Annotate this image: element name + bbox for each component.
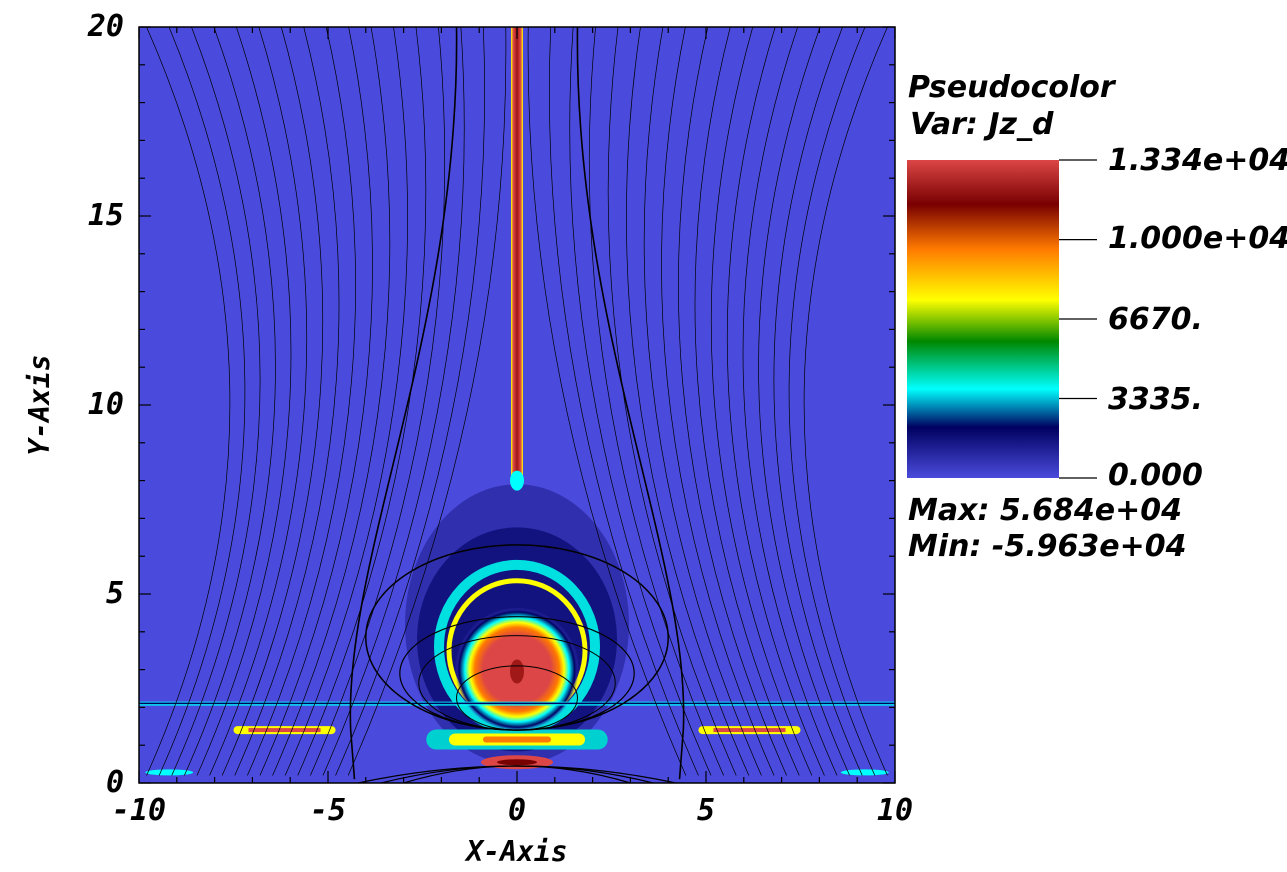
x-tick-label: 10 xyxy=(876,793,914,828)
legend-min: Min: -5.963e+04 xyxy=(908,529,1187,564)
separatrix-line xyxy=(349,27,458,780)
y-tick-label: 15 xyxy=(87,198,124,233)
open-field-line xyxy=(297,27,427,776)
edge-footpoint xyxy=(840,769,889,776)
open-field-line xyxy=(803,27,888,776)
open-field-line xyxy=(209,27,308,776)
open-field-line xyxy=(773,27,863,776)
base-band-orange xyxy=(482,736,552,743)
x-tick-label: 5 xyxy=(696,793,716,828)
open-field-line xyxy=(742,27,838,776)
open-field-line xyxy=(788,27,876,776)
y-tick-label: 5 xyxy=(105,576,124,611)
open-field-line xyxy=(694,27,800,776)
open-field-line xyxy=(247,27,356,776)
open-field-line xyxy=(259,27,373,776)
closed-field-loop xyxy=(456,665,578,731)
open-field-line xyxy=(322,27,465,776)
open-field-line xyxy=(607,27,737,776)
open-field-line xyxy=(661,27,775,776)
open-field-line xyxy=(726,27,825,776)
legend-title: Pseudocolor xyxy=(908,70,1115,105)
y-tick-label: 10 xyxy=(87,387,124,422)
legend-tick-2: 1.000e+04 xyxy=(1108,221,1287,256)
legend-tick-5: 0.000 xyxy=(1108,458,1203,493)
open-field-line xyxy=(335,27,485,776)
open-field-line xyxy=(626,27,750,776)
open-field-line xyxy=(196,27,292,776)
y-axis-title: Y-Axis xyxy=(23,354,56,456)
open-field-line xyxy=(284,27,408,776)
legend-tick-4: 3335. xyxy=(1108,382,1203,417)
open-field-line xyxy=(221,27,324,776)
arcade-loop xyxy=(403,765,631,783)
x-tick-label: -10 xyxy=(111,793,167,828)
open-field-line xyxy=(710,27,813,776)
footpoint-current-core xyxy=(497,759,537,766)
legend-tick-3: 6670. xyxy=(1108,302,1203,337)
open-field-line xyxy=(171,27,261,776)
flux-rope-o-point xyxy=(510,659,524,684)
open-field-line xyxy=(758,27,850,776)
current-sheet xyxy=(511,27,523,481)
sheet-tip xyxy=(510,470,524,491)
open-field-line xyxy=(158,27,246,776)
open-field-line xyxy=(146,27,231,776)
y-tick-label: 20 xyxy=(87,9,124,44)
y-tick-label: 0 xyxy=(105,765,124,800)
x-tick-label: 0 xyxy=(507,793,527,828)
open-field-line xyxy=(643,27,762,776)
open-field-line xyxy=(527,27,687,776)
open-field-line xyxy=(678,27,787,776)
colorbar xyxy=(907,160,1059,478)
filament-core xyxy=(139,702,895,705)
x-tick-label: -5 xyxy=(309,793,347,828)
open-field-line xyxy=(184,27,276,776)
x-axis-title: X-Axis xyxy=(466,835,568,868)
legend-max: Max: 5.684e+04 xyxy=(908,493,1183,528)
edge-footpoint xyxy=(145,769,194,776)
legend-tick-1: 1.334e+04 xyxy=(1108,143,1287,178)
open-field-line xyxy=(347,27,507,776)
open-field-line xyxy=(569,27,712,776)
open-field-line xyxy=(272,27,391,776)
arcade-arm-core xyxy=(713,728,786,733)
arcade-arm-core xyxy=(248,728,321,733)
separatrix-line xyxy=(576,27,685,780)
legend-var: Var: Jz_d xyxy=(910,107,1054,142)
open-field-line xyxy=(549,27,699,776)
open-field-line xyxy=(234,27,340,776)
